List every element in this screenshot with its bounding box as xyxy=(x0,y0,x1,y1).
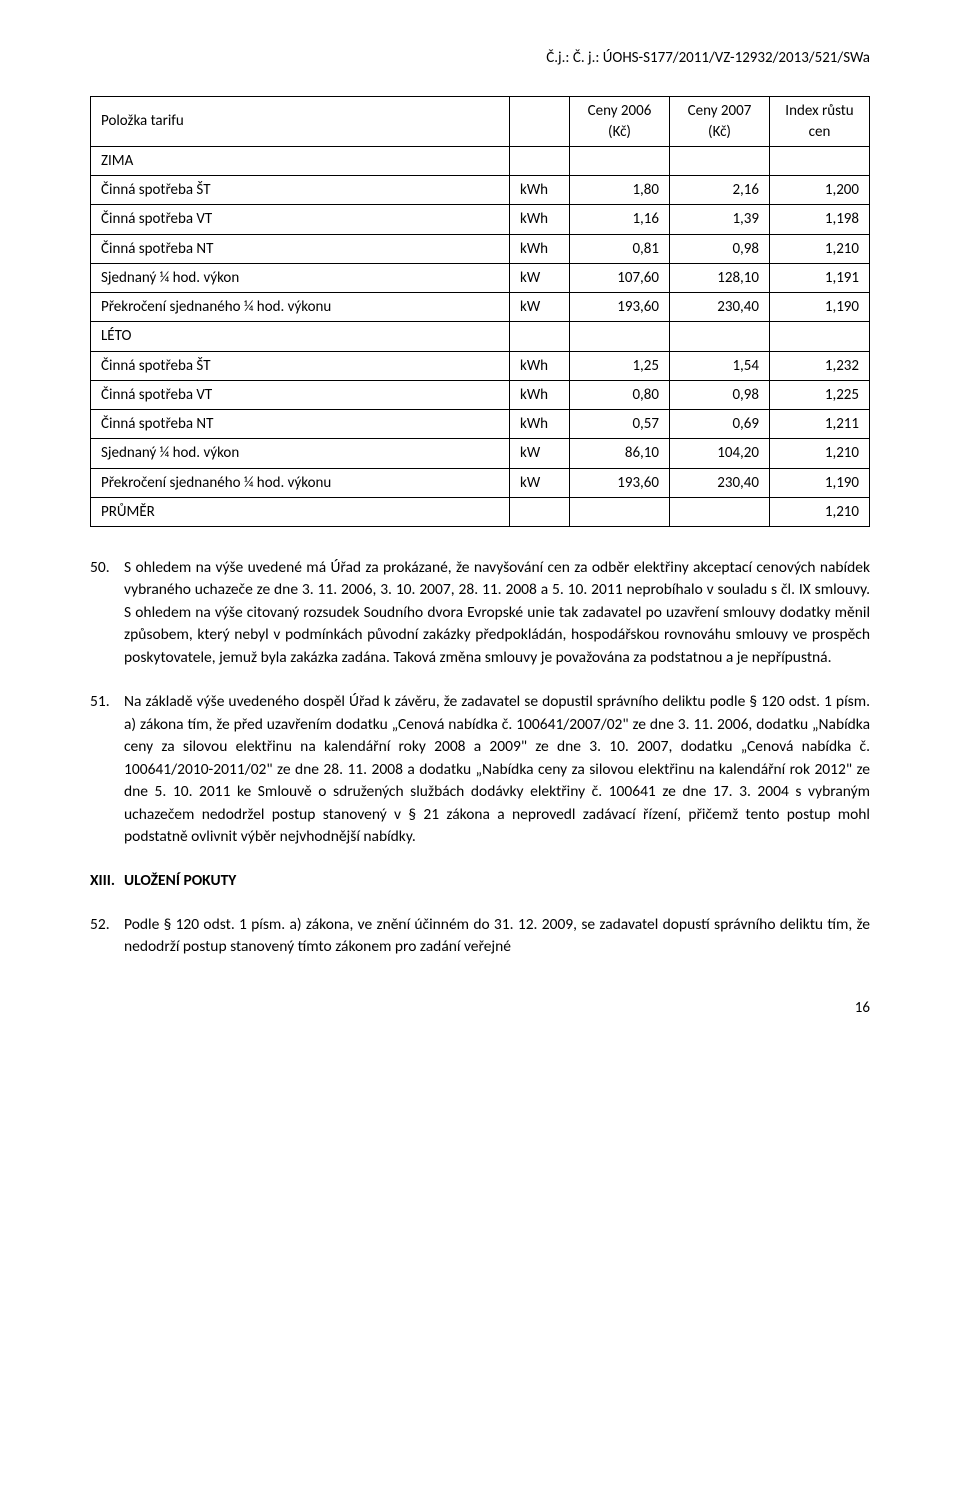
row-label: Překročení sjednaného ¼ hod. výkonu xyxy=(91,293,510,322)
table-row: Činná spotřeba ŠTkWh1,251,541,232 xyxy=(91,351,870,380)
row-value-2007: 230,40 xyxy=(670,468,770,497)
paragraph-number: 51. xyxy=(90,691,124,848)
row-value-2006: 193,60 xyxy=(570,293,670,322)
row-value-index: 1,200 xyxy=(770,176,870,205)
row-label: Činná spotřeba NT xyxy=(91,410,510,439)
row-label: Činná spotřeba ŠT xyxy=(91,351,510,380)
table-row: Činná spotřeba ŠTkWh1,802,161,200 xyxy=(91,176,870,205)
row-unit: kWh xyxy=(510,205,570,234)
table-row: PRŮMĚR 1,210 xyxy=(91,497,870,526)
table-row: ZIMA xyxy=(91,146,870,175)
row-value-2007: 128,10 xyxy=(670,263,770,292)
row-unit xyxy=(510,146,570,175)
row-value-2006: 0,57 xyxy=(570,410,670,439)
section-title: ULOŽENÍ POKUTY xyxy=(124,871,236,892)
row-value-index: 1,191 xyxy=(770,263,870,292)
paragraph-52: 52. Podle § 120 odst. 1 písm. a) zákona,… xyxy=(90,914,870,959)
row-value-index: 1,210 xyxy=(770,439,870,468)
row-value-2006 xyxy=(570,146,670,175)
row-value-index xyxy=(770,322,870,351)
row-label: ZIMA xyxy=(91,146,510,175)
row-value-index xyxy=(770,146,870,175)
row-label: Sjednaný ¼ hod. výkon xyxy=(91,439,510,468)
row-unit xyxy=(510,322,570,351)
row-value-2007: 230,40 xyxy=(670,293,770,322)
row-value-2007: 1,54 xyxy=(670,351,770,380)
row-unit: kW xyxy=(510,293,570,322)
table-row: Překročení sjednaného ¼ hod. výkonukW193… xyxy=(91,293,870,322)
col-header-2006: Ceny 2006 (Kč) xyxy=(570,97,670,147)
row-value-index: 1,210 xyxy=(770,234,870,263)
row-value-2007 xyxy=(670,146,770,175)
row-value-index: 1,211 xyxy=(770,410,870,439)
table-row: Činná spotřeba NTkWh0,810,981,210 xyxy=(91,234,870,263)
row-label: LÉTO xyxy=(91,322,510,351)
row-value-2006 xyxy=(570,322,670,351)
row-label: Činná spotřeba VT xyxy=(91,380,510,409)
table-row: Činná spotřeba NTkWh0,570,691,211 xyxy=(91,410,870,439)
row-value-index: 1,198 xyxy=(770,205,870,234)
paragraph-text: Podle § 120 odst. 1 písm. a) zákona, ve … xyxy=(124,914,870,959)
row-value-2006: 0,80 xyxy=(570,380,670,409)
paragraph-number: 52. xyxy=(90,914,124,959)
table-row: Činná spotřeba VTkWh1,161,391,198 xyxy=(91,205,870,234)
row-value-index: 1,232 xyxy=(770,351,870,380)
row-unit: kW xyxy=(510,439,570,468)
row-value-index: 1,190 xyxy=(770,468,870,497)
row-value-2007: 0,98 xyxy=(670,234,770,263)
table-row: Překročení sjednaného ¼ hod. výkonukW193… xyxy=(91,468,870,497)
tariff-table: Položka tarifu Ceny 2006 (Kč) Ceny 2007 … xyxy=(90,96,870,527)
row-value-2007: 1,39 xyxy=(670,205,770,234)
header-reference: Č.j.: Č. j.: ÚOHS-S177/2011/VZ-12932/201… xyxy=(90,48,870,68)
row-value-2006: 1,16 xyxy=(570,205,670,234)
row-value-2006: 107,60 xyxy=(570,263,670,292)
row-label: Překročení sjednaného ¼ hod. výkonu xyxy=(91,468,510,497)
row-value-2007 xyxy=(670,497,770,526)
row-value-2006: 1,25 xyxy=(570,351,670,380)
paragraph-text: Na základě výše uvedeného dospěl Úřad k … xyxy=(124,691,870,848)
paragraph-51: 51. Na základě výše uvedeného dospěl Úřa… xyxy=(90,691,870,848)
row-value-2006: 193,60 xyxy=(570,468,670,497)
row-label: Činná spotřeba VT xyxy=(91,205,510,234)
row-value-2007: 104,20 xyxy=(670,439,770,468)
row-unit: kWh xyxy=(510,176,570,205)
col-header-item: Položka tarifu xyxy=(91,97,510,147)
row-unit: kW xyxy=(510,468,570,497)
table-row: LÉTO xyxy=(91,322,870,351)
row-value-2006: 1,80 xyxy=(570,176,670,205)
row-value-2007 xyxy=(670,322,770,351)
row-label: Činná spotřeba NT xyxy=(91,234,510,263)
paragraph-50: 50. S ohledem na výše uvedené má Úřad za… xyxy=(90,557,870,669)
page-number: 16 xyxy=(90,998,870,1018)
row-value-index: 1,210 xyxy=(770,497,870,526)
table-row: Sjednaný ¼ hod. výkonkW107,60128,101,191 xyxy=(91,263,870,292)
row-label: Činná spotřeba ŠT xyxy=(91,176,510,205)
row-value-2007: 2,16 xyxy=(670,176,770,205)
col-header-unit xyxy=(510,97,570,147)
row-label: Sjednaný ¼ hod. výkon xyxy=(91,263,510,292)
row-value-2006: 86,10 xyxy=(570,439,670,468)
paragraph-text: S ohledem na výše uvedené má Úřad za pro… xyxy=(124,557,870,669)
row-unit: kW xyxy=(510,263,570,292)
section-number: XIII. xyxy=(90,871,124,892)
row-value-index: 1,190 xyxy=(770,293,870,322)
col-header-index: Index růstu cen xyxy=(770,97,870,147)
row-value-index: 1,225 xyxy=(770,380,870,409)
row-unit: kWh xyxy=(510,351,570,380)
paragraph-number: 50. xyxy=(90,557,124,669)
table-row: Sjednaný ¼ hod. výkonkW86,10104,201,210 xyxy=(91,439,870,468)
row-unit: kWh xyxy=(510,234,570,263)
row-value-2006: 0,81 xyxy=(570,234,670,263)
row-label: PRŮMĚR xyxy=(91,497,510,526)
row-unit: kWh xyxy=(510,410,570,439)
row-value-2007: 0,98 xyxy=(670,380,770,409)
row-unit: kWh xyxy=(510,380,570,409)
col-header-2007: Ceny 2007 (Kč) xyxy=(670,97,770,147)
row-value-2007: 0,69 xyxy=(670,410,770,439)
table-row: Činná spotřeba VTkWh0,800,981,225 xyxy=(91,380,870,409)
section-heading: XIII. ULOŽENÍ POKUTY xyxy=(90,871,870,892)
row-unit xyxy=(510,497,570,526)
row-value-2006 xyxy=(570,497,670,526)
